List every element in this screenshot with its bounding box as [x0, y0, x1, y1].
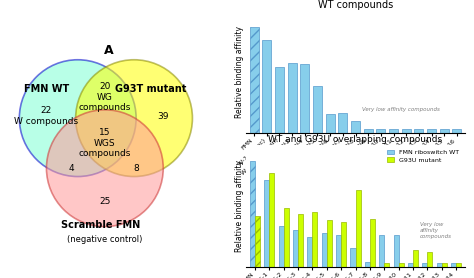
- Bar: [389, 129, 398, 133]
- Bar: [414, 129, 423, 133]
- Title: WT and G93U overlapping compounds: WT and G93U overlapping compounds: [268, 135, 443, 144]
- Bar: [313, 86, 322, 133]
- Ellipse shape: [46, 110, 163, 227]
- Text: Scramble FMN: Scramble FMN: [61, 220, 140, 230]
- Text: 22
W compounds: 22 W compounds: [14, 106, 79, 126]
- Bar: [308, 237, 312, 267]
- Text: 25: 25: [99, 197, 110, 206]
- Bar: [427, 252, 432, 267]
- Text: A: A: [104, 44, 114, 57]
- Text: 15
WGS
compounds: 15 WGS compounds: [79, 128, 131, 158]
- Text: 4: 4: [69, 164, 74, 173]
- Text: (negative control): (negative control): [67, 235, 143, 244]
- Bar: [442, 263, 447, 267]
- Bar: [293, 230, 298, 267]
- Bar: [453, 129, 461, 133]
- Bar: [336, 235, 341, 267]
- Text: FMN WT: FMN WT: [24, 84, 69, 94]
- Bar: [402, 129, 410, 133]
- Bar: [301, 64, 309, 133]
- Bar: [379, 235, 384, 267]
- Bar: [269, 173, 274, 267]
- Bar: [279, 227, 284, 267]
- Bar: [440, 129, 449, 133]
- Bar: [275, 68, 284, 133]
- Bar: [288, 63, 297, 133]
- Bar: [255, 216, 260, 267]
- Bar: [250, 27, 258, 133]
- Bar: [341, 222, 346, 267]
- Bar: [262, 40, 271, 133]
- Ellipse shape: [76, 60, 192, 177]
- Bar: [437, 263, 442, 267]
- Bar: [338, 113, 347, 133]
- Bar: [408, 263, 413, 267]
- Y-axis label: Relative binding affinity: Relative binding affinity: [235, 160, 244, 252]
- Bar: [351, 121, 360, 133]
- Bar: [250, 160, 255, 267]
- Text: 20
WG
compounds: 20 WG compounds: [79, 82, 131, 112]
- Text: Very low affinity compounds: Very low affinity compounds: [362, 107, 440, 112]
- Legend: FMN riboswitch WT, G93U mutant: FMN riboswitch WT, G93U mutant: [385, 148, 461, 164]
- Bar: [451, 263, 456, 267]
- Bar: [413, 250, 418, 267]
- Bar: [456, 263, 461, 267]
- Bar: [298, 214, 303, 267]
- Bar: [422, 263, 427, 267]
- Bar: [350, 248, 356, 267]
- Bar: [399, 263, 403, 267]
- Bar: [327, 220, 332, 267]
- Y-axis label: Relative binding affinity: Relative binding affinity: [235, 26, 244, 118]
- Ellipse shape: [19, 60, 136, 177]
- Bar: [376, 129, 385, 133]
- Text: 39: 39: [157, 111, 169, 121]
- Bar: [393, 235, 399, 267]
- Bar: [322, 233, 327, 267]
- Bar: [356, 190, 361, 267]
- Bar: [284, 208, 289, 267]
- Text: 8: 8: [133, 164, 139, 173]
- Text: G93T mutant: G93T mutant: [115, 84, 186, 94]
- Bar: [427, 129, 436, 133]
- Bar: [264, 180, 269, 267]
- Bar: [364, 129, 373, 133]
- Title: WT compounds: WT compounds: [318, 0, 393, 10]
- Bar: [384, 263, 389, 267]
- Text: Very low
affinity
compounds: Very low affinity compounds: [420, 222, 452, 239]
- Bar: [370, 219, 375, 267]
- Bar: [365, 262, 370, 267]
- Bar: [312, 212, 318, 267]
- Bar: [326, 114, 335, 133]
